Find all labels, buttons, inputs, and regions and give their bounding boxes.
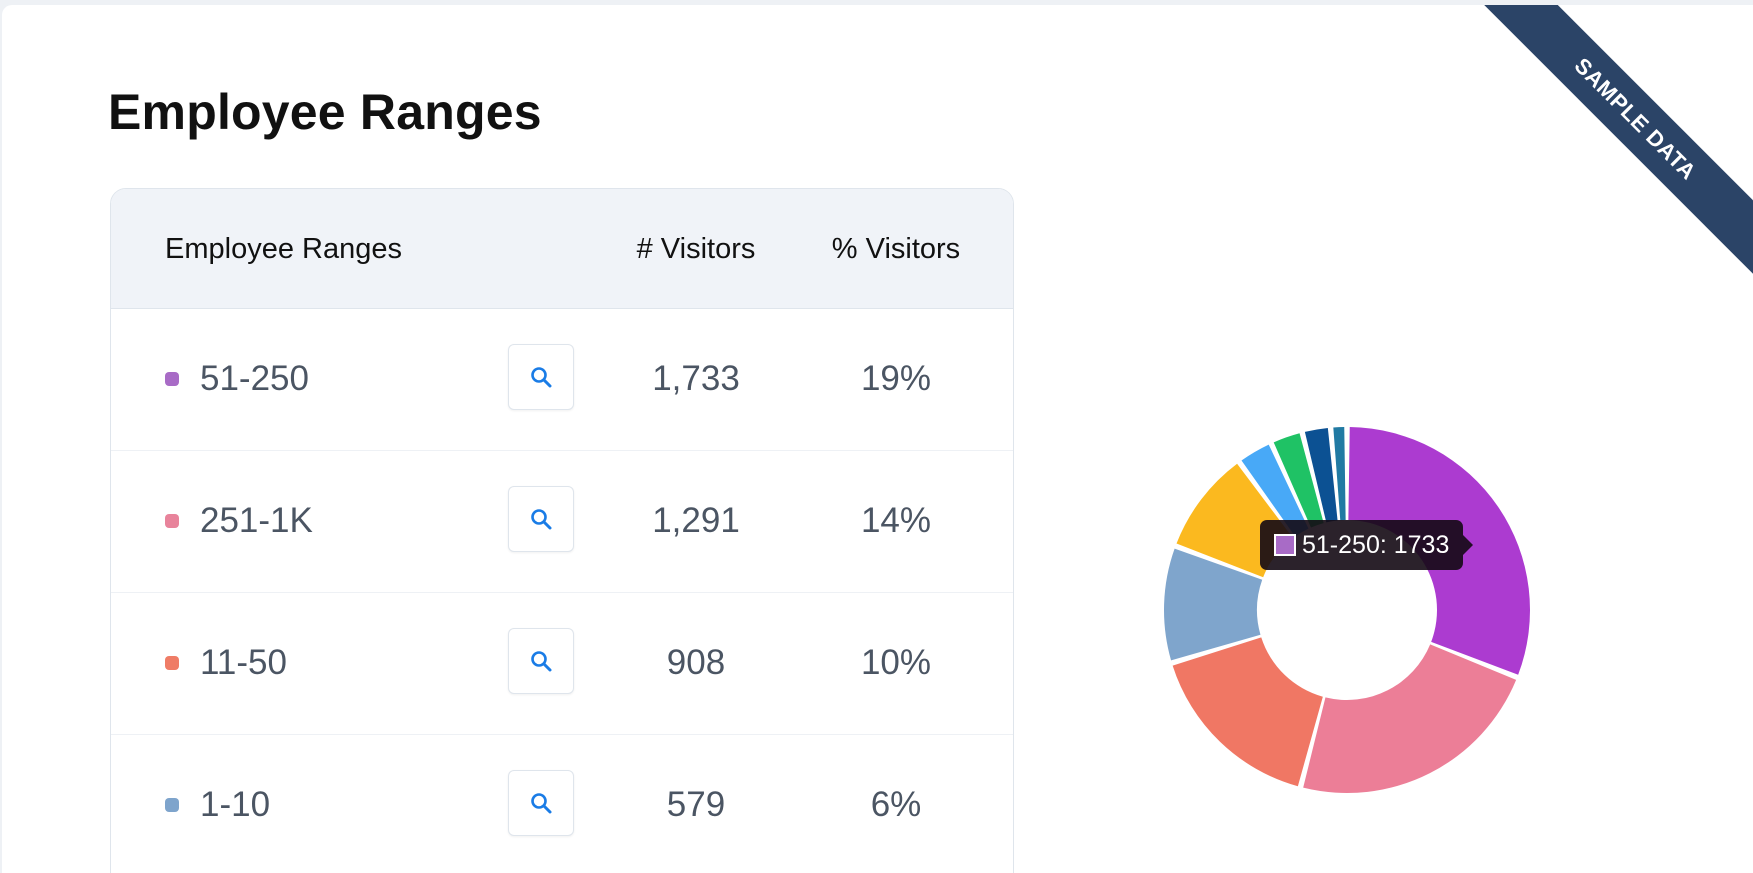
employee-ranges-card: Employee Ranges Employee Ranges # Visito… [2, 5, 1753, 873]
search-button[interactable] [508, 770, 574, 836]
legend-dot [165, 798, 179, 812]
donut-slice-segment-9[interactable] [1333, 427, 1346, 521]
row-visitors-count: 908 [666, 643, 726, 682]
search-icon [531, 509, 552, 530]
page-title: Employee Ranges [108, 84, 542, 140]
row-visitors-percent: 10% [860, 643, 932, 682]
row-label: 251-1K [200, 501, 313, 540]
table-header: Employee Ranges # Visitors % Visitors [111, 189, 1013, 309]
chart-tooltip: 51-250: 1733 [1260, 520, 1474, 570]
row-visitors-percent: 6% [870, 785, 922, 824]
ribbon-label: SAMPLE DATA [1468, 5, 1753, 286]
tooltip-text: 51-250: 1733 [1302, 530, 1450, 559]
table-row: 251-1K 1,291 14% [111, 451, 1013, 593]
donut-slice-11-50[interactable] [1172, 637, 1323, 787]
legend-dot [165, 372, 179, 386]
header-visitors-percent: % Visitors [831, 233, 961, 265]
legend-dot [165, 514, 179, 528]
tooltip-swatch [1274, 534, 1296, 556]
donut-slice-251-1K[interactable] [1303, 644, 1517, 793]
row-label: 51-250 [200, 359, 309, 398]
legend-dot [165, 656, 179, 670]
row-visitors-count: 1,291 [652, 501, 740, 540]
row-label: 1-10 [200, 785, 271, 824]
search-icon [531, 367, 552, 388]
table-row: 51-250 1,733 19% [111, 309, 1013, 451]
header-employee-ranges: Employee Ranges [165, 233, 402, 265]
row-visitors-count: 579 [666, 785, 726, 824]
table-body: 51-250 1,733 19% 251-1K 1,291 14% 11-50 908 10% 1… [111, 309, 1013, 873]
donut-slice-segment-8[interactable] [1304, 428, 1338, 523]
search-icon [531, 651, 552, 672]
row-visitors-percent: 14% [860, 501, 932, 540]
row-visitors-count: 1,733 [652, 359, 740, 398]
employee-ranges-donut-chart [1164, 427, 1530, 793]
search-button[interactable] [508, 628, 574, 694]
search-icon [531, 793, 552, 814]
row-visitors-percent: 19% [860, 359, 932, 398]
employee-ranges-table: Employee Ranges # Visitors % Visitors 51… [110, 188, 1014, 873]
header-visitors-count: # Visitors [636, 233, 756, 265]
donut-slice-segment-6[interactable] [1241, 444, 1309, 537]
donut-slice-segment-7[interactable] [1273, 433, 1324, 528]
search-button[interactable] [508, 486, 574, 552]
search-button[interactable] [508, 344, 574, 410]
row-label: 11-50 [200, 643, 287, 682]
sample-data-ribbon: SAMPLE DATA [1453, 5, 1753, 305]
table-row: 11-50 908 10% [111, 593, 1013, 735]
donut-slice-1-10[interactable] [1164, 548, 1263, 661]
table-row: 1-10 579 6% [111, 735, 1013, 873]
